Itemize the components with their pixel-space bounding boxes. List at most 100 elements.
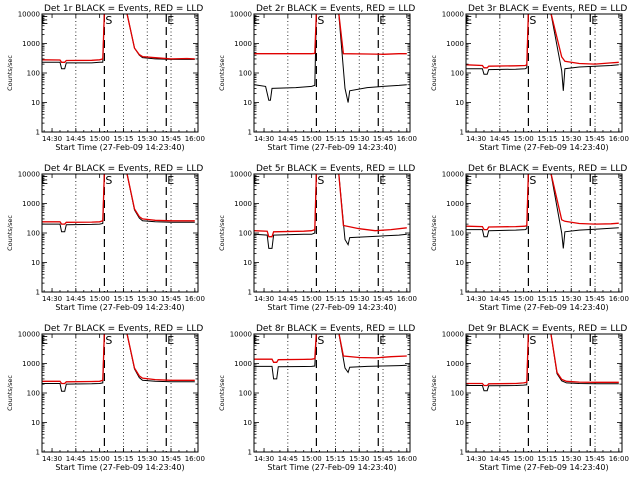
detector-panel-1: Det 1r BLACK = Events, RED = LLD 1 10 100 10… bbox=[6, 4, 205, 152]
y-tick-label: 1000 bbox=[446, 40, 464, 48]
x-tick-label: 16:00 bbox=[397, 295, 417, 303]
x-tick-label: 16:00 bbox=[609, 295, 629, 303]
y-tick-label: 10 bbox=[455, 99, 464, 107]
segment-marker-e: E bbox=[253, 174, 260, 187]
y-tick-label: 10000 bbox=[230, 331, 252, 339]
x-tick-label: 16:00 bbox=[185, 455, 205, 463]
y-tick-label: 100 bbox=[451, 230, 464, 238]
segment-marker-e: E bbox=[253, 334, 260, 347]
panel-title: Det 5r BLACK = Events, RED = LLD bbox=[256, 164, 415, 174]
x-axis-label: Start Time (27-Feb-09 14:23:40) bbox=[479, 143, 608, 152]
x-tick-label: 14:30 bbox=[254, 295, 274, 303]
panel-title: Det 8r BLACK = Events, RED = LLD bbox=[256, 324, 415, 334]
plot-frame bbox=[253, 173, 411, 293]
segment-marker-e: E bbox=[379, 14, 386, 27]
detector-panel-4: Det 4r BLACK = Events, RED = LLD 1 10 100 10… bbox=[6, 164, 205, 312]
y-tick-label: 100 bbox=[451, 390, 464, 398]
y-tick-label: 10 bbox=[31, 419, 40, 427]
x-tick-label: 15:45 bbox=[161, 135, 181, 143]
segment-marker-e: E bbox=[41, 334, 48, 347]
y-tick-label: 1000 bbox=[22, 360, 40, 368]
x-tick-label: 14:45 bbox=[278, 455, 298, 463]
x-tick-label: 15:45 bbox=[585, 455, 605, 463]
y-tick-label: 1000 bbox=[22, 200, 40, 208]
detector-panel-5: Det 5r BLACK = Events, RED = LLD 1 10 100 10… bbox=[218, 164, 417, 312]
x-tick-label: 16:00 bbox=[397, 455, 417, 463]
x-tick-label: 15:45 bbox=[585, 295, 605, 303]
x-tick-label: 14:45 bbox=[490, 135, 510, 143]
panel-title: Det 1r BLACK = Events, RED = LLD bbox=[44, 4, 203, 14]
plot-frame bbox=[41, 13, 199, 133]
x-tick-label: 16:00 bbox=[185, 295, 205, 303]
x-tick-label: 15:45 bbox=[161, 455, 181, 463]
x-tick-label: 15:15 bbox=[325, 455, 345, 463]
y-tick-label: 1000 bbox=[446, 360, 464, 368]
lld-series-line bbox=[42, 14, 195, 63]
x-tick-label: 15:00 bbox=[514, 135, 534, 143]
x-tick-label: 15:00 bbox=[90, 295, 110, 303]
x-tick-label: 15:15 bbox=[537, 295, 557, 303]
y-tick-label: 100 bbox=[451, 70, 464, 78]
events-series-line bbox=[466, 14, 619, 91]
x-tick-label: 15:15 bbox=[537, 455, 557, 463]
y-tick-label: 10000 bbox=[442, 331, 464, 339]
x-tick-label: 15:30 bbox=[561, 135, 581, 143]
y-axis-label: Counts/sec bbox=[6, 55, 14, 91]
segment-marker-s: S bbox=[529, 334, 536, 347]
events-series-line bbox=[254, 14, 407, 103]
events-series-line bbox=[42, 174, 195, 233]
x-tick-label: 15:00 bbox=[302, 295, 322, 303]
y-tick-label: 100 bbox=[27, 70, 40, 78]
segment-marker-e: E bbox=[591, 14, 598, 27]
panel-title: Det 6r BLACK = Events, RED = LLD bbox=[468, 164, 627, 174]
lld-series-line bbox=[254, 174, 407, 238]
panel-title: Det 9r BLACK = Events, RED = LLD bbox=[468, 324, 627, 334]
x-tick-label: 15:00 bbox=[90, 135, 110, 143]
x-tick-label: 14:45 bbox=[490, 295, 510, 303]
segment-marker-e: E bbox=[253, 14, 260, 27]
x-tick-label: 15:30 bbox=[137, 135, 157, 143]
lld-series-line bbox=[254, 334, 407, 363]
x-tick-label: 14:30 bbox=[254, 135, 274, 143]
segment-marker-e: E bbox=[379, 334, 386, 347]
segment-marker-e: E bbox=[465, 14, 472, 27]
events-series-line bbox=[466, 174, 619, 249]
y-axis-label: Counts/sec bbox=[218, 375, 226, 411]
y-tick-label: 1 bbox=[36, 129, 40, 137]
events-series-line bbox=[254, 174, 407, 249]
plot-frame bbox=[253, 13, 411, 133]
y-tick-label: 10000 bbox=[230, 171, 252, 179]
x-tick-label: 15:30 bbox=[349, 455, 369, 463]
segment-marker-e: E bbox=[41, 174, 48, 187]
y-axis-label: Counts/sec bbox=[218, 215, 226, 251]
x-tick-label: 15:30 bbox=[137, 455, 157, 463]
segment-marker-e: E bbox=[167, 334, 174, 347]
plot-frame bbox=[465, 173, 623, 293]
detector-panel-2: Det 2r BLACK = Events, RED = LLD 1 10 100 10… bbox=[218, 4, 417, 152]
y-tick-label: 10000 bbox=[442, 11, 464, 19]
x-axis-label: Start Time (27-Feb-09 14:23:40) bbox=[267, 143, 396, 152]
lld-series-line bbox=[466, 14, 619, 69]
panel-title: Det 4r BLACK = Events, RED = LLD bbox=[44, 164, 203, 174]
x-tick-label: 15:00 bbox=[90, 455, 110, 463]
x-tick-label: 15:30 bbox=[349, 295, 369, 303]
plot-frame bbox=[465, 13, 623, 133]
events-series-line bbox=[254, 334, 407, 380]
x-tick-label: 15:00 bbox=[302, 135, 322, 143]
y-axis-label: Counts/sec bbox=[430, 215, 438, 251]
panel-title: Det 3r BLACK = Events, RED = LLD bbox=[468, 4, 627, 14]
panel-title: Det 2r BLACK = Events, RED = LLD bbox=[256, 4, 415, 14]
x-axis-label: Start Time (27-Feb-09 14:23:40) bbox=[55, 303, 184, 312]
segment-marker-e: E bbox=[167, 174, 174, 187]
y-tick-label: 10000 bbox=[18, 11, 40, 19]
y-axis-label: Counts/sec bbox=[6, 215, 14, 251]
x-tick-label: 16:00 bbox=[609, 455, 629, 463]
y-tick-label: 1000 bbox=[234, 40, 252, 48]
y-tick-label: 1000 bbox=[446, 200, 464, 208]
y-axis-label: Counts/sec bbox=[218, 55, 226, 91]
y-tick-label: 1 bbox=[460, 449, 464, 457]
x-tick-label: 14:30 bbox=[42, 135, 62, 143]
segment-marker-s: S bbox=[317, 334, 324, 347]
x-tick-label: 15:15 bbox=[325, 135, 345, 143]
y-tick-label: 1 bbox=[248, 129, 252, 137]
